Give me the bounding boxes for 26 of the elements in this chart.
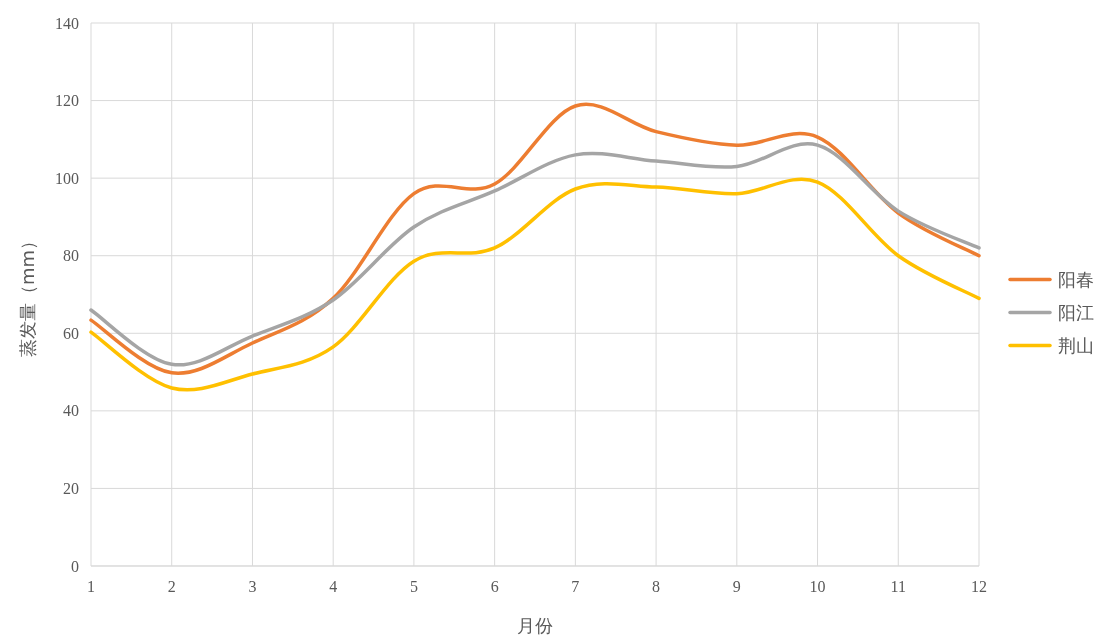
x-tick-label: 5 [409,578,418,595]
x-tick-label: 12 [971,578,987,595]
x-tick-label: 4 [329,578,338,595]
y-tick-label: 20 [63,479,79,497]
legend-label: 阳江 [1058,302,1094,323]
x-tick-label: 6 [490,578,499,595]
y-axis-title: 蒸发量（mm） [16,231,38,358]
line-series [89,142,981,367]
x-tick-label: 3 [248,578,257,595]
x-tick-label: 8 [652,578,661,595]
y-tick-label: 0 [71,557,79,575]
legend-label: 阳春 [1058,269,1094,290]
legend-label: 荆山 [1058,335,1094,356]
y-tick-label: 100 [55,169,79,187]
x-tick-label: 9 [732,578,741,595]
y-tick-label: 140 [55,14,79,32]
y-tick-label: 120 [55,92,79,110]
x-tick-label: 2 [167,578,176,595]
x-axis-title: 月份 [517,615,553,636]
y-tick-label: 40 [63,402,79,420]
x-tick-label: 10 [809,578,826,595]
y-tick-label: 60 [63,324,79,342]
y-tick-label: 80 [63,247,79,265]
x-tick-label: 1 [87,578,95,595]
x-tick-label: 7 [571,578,580,595]
x-tick-label: 11 [890,578,906,595]
